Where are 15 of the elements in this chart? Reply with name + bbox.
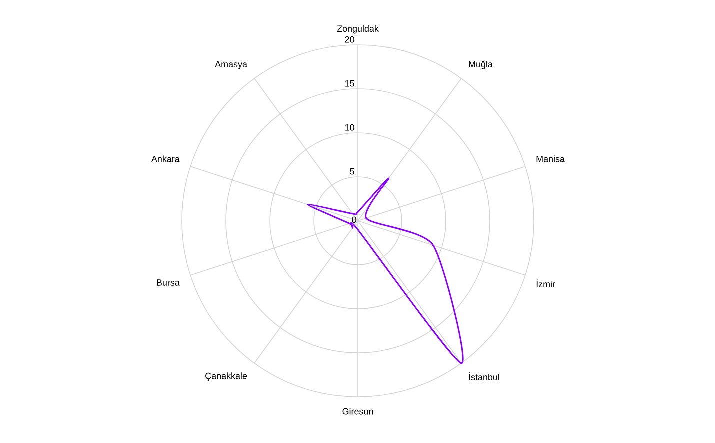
spoke-label: Giresun [342,408,374,415]
spoke-label: İzmir [536,280,556,288]
spoke-label: Muğla [469,60,493,70]
y-tick-label: 15 [346,80,354,87]
spoke-label: Çanakkale [206,372,248,382]
spoke-label: Bursa [157,280,180,286]
spoke-label: İstanbul [469,372,500,381]
y-tick-label: 0 [352,216,356,224]
y-tick-label: 20 [345,36,354,43]
spoke-label: Ankara [152,156,180,162]
y-tick-label: 10 [346,124,354,131]
spoke-label: Manisa [536,156,565,162]
spoke-label: Amasya [215,61,248,70]
spoke-label: Zonguldak [337,25,379,34]
y-tick-label: 5 [350,168,354,175]
